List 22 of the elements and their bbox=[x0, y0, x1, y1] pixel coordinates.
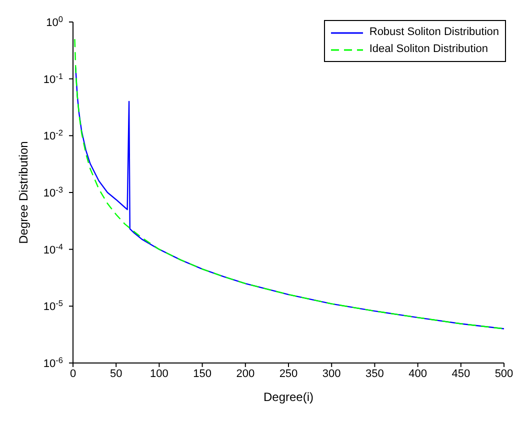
x-tick-label: 300 bbox=[322, 368, 341, 380]
x-tick-label: 250 bbox=[279, 368, 298, 380]
x-tick-label: 150 bbox=[193, 368, 212, 380]
y-tick-label: 10$^{-2}$ bbox=[43, 128, 64, 143]
y-tick-label: 10$^{-1}$ bbox=[43, 71, 64, 86]
x-tick-label: 500 bbox=[494, 368, 514, 380]
y-tick-label: 10$^{-3}$ bbox=[43, 185, 64, 200]
x-tick-label: 400 bbox=[408, 368, 427, 380]
legend-label: Ideal Soliton Distribution bbox=[369, 42, 488, 57]
legend-label: Robust Soliton Distribution bbox=[369, 25, 499, 40]
x-tick-label: 50 bbox=[110, 368, 122, 380]
x-tick-label: 350 bbox=[366, 368, 384, 380]
y-tick-label: 10$^{0}$ bbox=[46, 14, 64, 29]
y-tick-label: 10$^{-4}$ bbox=[43, 242, 64, 256]
x-tick-label: 100 bbox=[150, 368, 168, 380]
y-tick-label: 10$^{-5}$ bbox=[43, 298, 64, 314]
x-tick-label: 200 bbox=[236, 368, 255, 380]
x-axis-title: Degree(i) bbox=[263, 390, 314, 404]
y-axis-title: Degree Distribution bbox=[16, 141, 30, 244]
x-tick-label: 0 bbox=[70, 368, 76, 380]
y-tick-label: 10$^{-6}$ bbox=[43, 356, 64, 370]
x-tick-label: 450 bbox=[452, 368, 470, 380]
